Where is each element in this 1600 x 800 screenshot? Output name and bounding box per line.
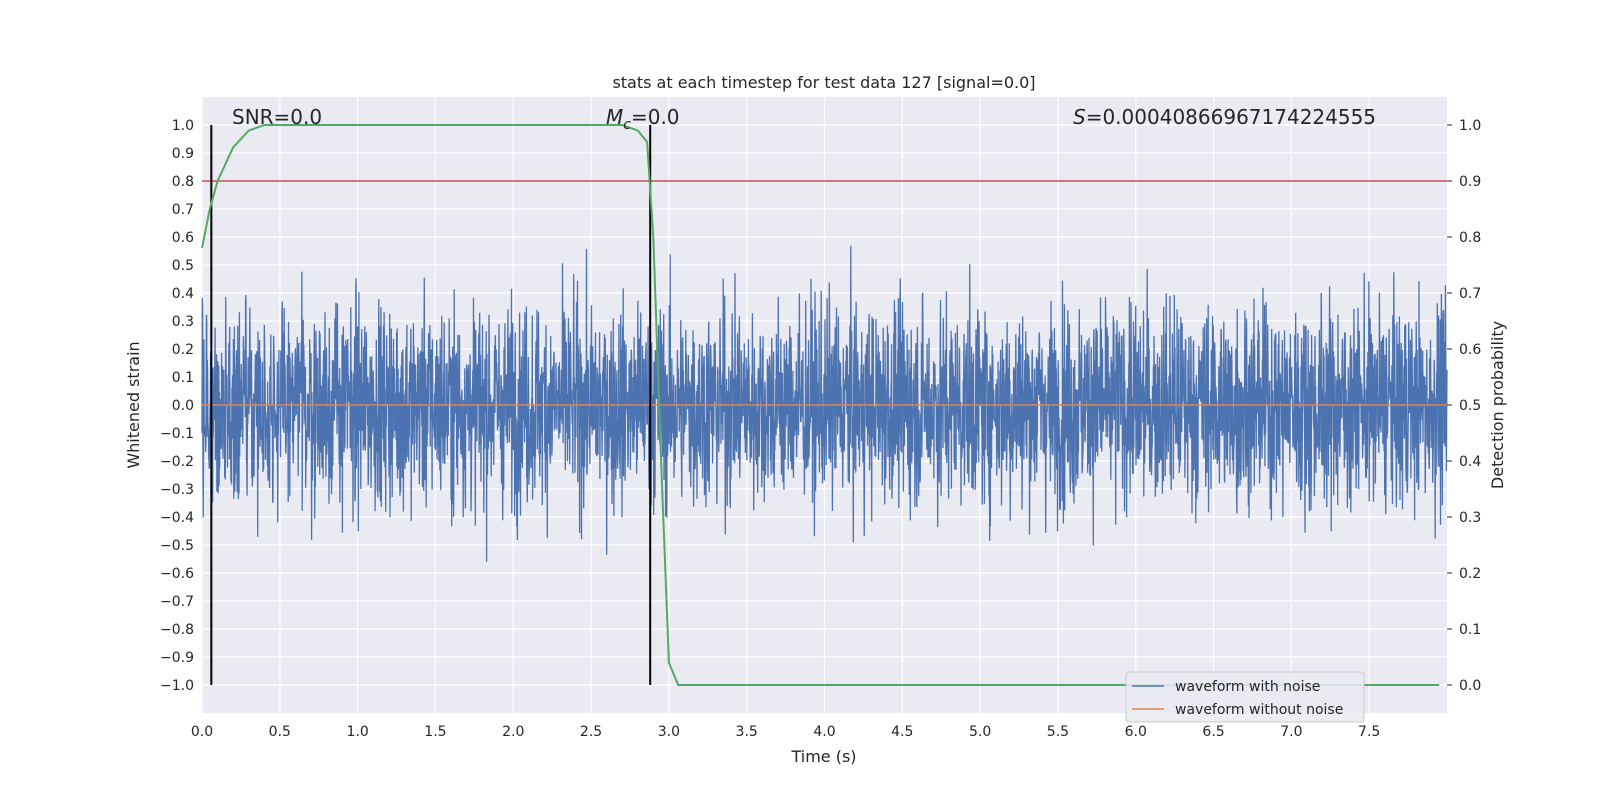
x-tick-label: 5.0	[969, 724, 991, 740]
y2-axis-ticks: 1.0 0.9 0.8 0.7 0.6 0.5 0.4 0.3 0.2 0.1 0.0	[1447, 118, 1481, 694]
x-tick-label: 1.5	[424, 724, 446, 740]
event-markers	[210, 125, 652, 685]
legend-label-waveform-with-noise: waveform with noise	[1175, 679, 1320, 695]
y-tick-label: 0.9	[172, 146, 194, 162]
y-tick-label: −0.5	[160, 538, 194, 554]
chart-title: stats at each timestep for test data 127…	[612, 73, 1035, 92]
x-tick-label: 5.5	[1047, 724, 1069, 740]
y2-tick-label: 0.7	[1459, 286, 1481, 302]
x-tick-label: 6.0	[1125, 724, 1147, 740]
x-tick-label: 4.0	[813, 724, 835, 740]
y2-tick-label: 0.1	[1459, 622, 1481, 638]
y2-tick-label: 0.8	[1459, 230, 1481, 246]
y-tick-label: −0.3	[160, 482, 194, 498]
y-tick-label: −0.8	[160, 622, 194, 638]
legend-label-waveform-without-noise: waveform without noise	[1175, 702, 1343, 718]
y2-tick-label: 0.0	[1459, 678, 1481, 694]
y-tick-label: 0.2	[172, 342, 194, 358]
y2-axis-label: Detection probability	[1488, 321, 1507, 489]
y-tick-label: −0.7	[160, 594, 194, 610]
snr-annotation: SNR=0.0	[232, 105, 322, 129]
x-tick-label: 6.5	[1202, 724, 1224, 740]
x-tick-label: 1.0	[346, 724, 368, 740]
y-tick-label: 0.3	[172, 314, 194, 330]
y-tick-label: 0.4	[172, 286, 194, 302]
x-tick-label: 3.0	[658, 724, 680, 740]
x-tick-label: 2.5	[580, 724, 602, 740]
y2-tick-label: 0.9	[1459, 174, 1481, 190]
series-waveform-with-noise	[201, 245, 1448, 562]
y-tick-label: 0.5	[172, 258, 194, 274]
legend-box	[1125, 671, 1365, 723]
y2-tick-label: 0.5	[1459, 398, 1481, 414]
y-tick-label: 0.7	[172, 202, 194, 218]
y2-tick-label: 0.6	[1459, 342, 1481, 358]
x-tick-label: 7.0	[1280, 724, 1302, 740]
s-statistic-annotation: S=0.00040866967174224555	[1073, 105, 1376, 129]
y-tick-label: −0.1	[160, 426, 194, 442]
y-tick-label: −0.2	[160, 454, 194, 470]
x-tick-label: 0.5	[269, 724, 291, 740]
x-tick-label: 4.5	[891, 724, 913, 740]
y2-tick-label: 0.4	[1459, 454, 1481, 470]
legend: waveform with noise waveform without noi…	[1125, 671, 1365, 723]
x-tick-label: 2.0	[502, 724, 524, 740]
y-tick-label: −1.0	[160, 678, 194, 694]
y-tick-label: −0.4	[160, 510, 194, 526]
y-tick-label: 0.8	[172, 174, 194, 190]
series-detection-probability	[201, 124, 1440, 686]
y-tick-label: 0.1	[172, 370, 194, 386]
y-axis-ticks: 1.0 0.9 0.8 0.7 0.6 0.5 0.4 0.3 0.2 0.1 0.0 −0.1 −0.…	[160, 118, 194, 694]
x-axis-label: Time (s)	[790, 747, 856, 766]
y2-tick-label: 0.2	[1459, 566, 1481, 582]
y-tick-label: 0.6	[172, 230, 194, 246]
x-tick-label: 3.5	[736, 724, 758, 740]
chirp-mass-annotation: Mc=0.0	[606, 105, 680, 133]
y2-tick-label: 1.0	[1459, 118, 1481, 134]
y-tick-label: −0.6	[160, 566, 194, 582]
y-tick-label: −0.9	[160, 650, 194, 666]
y-axis-label: Whitened strain	[124, 341, 143, 468]
y-tick-label: 0.0	[172, 398, 194, 414]
x-axis-ticks: 0.0 0.5 1.0 1.5 2.0 2.5 3.0 3.5 4.0 4.5 5.0 5.5 6.0 6…	[191, 724, 1380, 740]
y-tick-label: 1.0	[172, 118, 194, 134]
x-tick-label: 7.5	[1358, 724, 1380, 740]
noise-trace	[201, 245, 1448, 562]
y2-tick-label: 0.3	[1459, 510, 1481, 526]
x-tick-label: 0.0	[191, 724, 213, 740]
